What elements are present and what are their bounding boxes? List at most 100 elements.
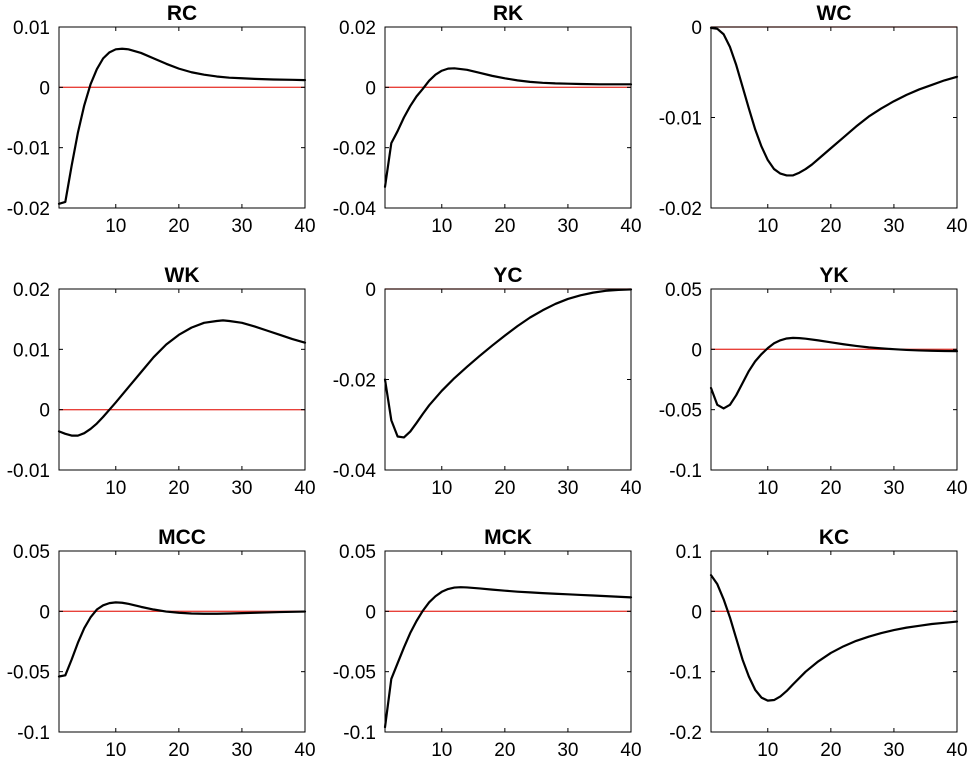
y-tick-label: -0.1 [669,461,702,482]
chart-title: WK [165,264,200,287]
panel-mck: MCK -0.1 -0.05 0 0.05 10 20 30 40 [333,526,642,761]
x-tick-label: 20 [168,740,189,761]
x-tick-label: 10 [431,740,452,761]
axes-box [710,288,958,471]
series-line-mcc [57,601,307,678]
x-tick-label: 20 [494,216,515,237]
y-tick-label: -0.02 [659,199,702,220]
x-tick-label: 10 [757,216,778,237]
panel-wk: WK -0.01 0 0.01 0.02 10 20 30 40 [7,264,316,499]
y-tick-label: -0.04 [333,461,377,482]
y-tick-label: 0.05 [665,280,702,301]
chart-title: YC [493,264,522,287]
y-tick-label: 0 [691,602,702,623]
y-tick-label: 0.05 [339,542,376,563]
y-tick-label: -0.1 [669,663,702,684]
panel-mcc: MCC -0.1 -0.05 0 0.05 10 20 30 40 [7,526,316,761]
x-tick-label: 30 [557,216,578,237]
x-tick-label: 10 [105,478,126,499]
series-line-wk [57,319,307,437]
x-tick-label: 20 [820,478,841,499]
series-line-yc [383,288,633,439]
chart-title: RC [167,2,197,25]
panel-yc: YC -0.04 -0.02 0 10 20 30 40 [333,264,642,499]
x-tick-label: 40 [620,216,641,237]
x-tick-label: 40 [946,478,967,499]
x-tick-label: 30 [557,478,578,499]
x-tick-label: 20 [820,740,841,761]
y-tick-label: 0 [691,18,702,39]
x-tick-label: 20 [168,478,189,499]
panel-yk: YK -0.1 -0.05 0 0.05 10 20 30 40 [659,264,968,499]
y-tick-label: 0 [39,602,50,623]
x-tick-label: 40 [946,216,967,237]
panel-wc: WC -0.02 -0.01 0 10 20 30 40 [659,2,968,237]
panel-rc: RC -0.02 -0.01 0 0.01 10 20 30 40 [7,2,316,237]
chart-title: KC [819,526,849,549]
y-tick-label: -0.2 [669,723,702,744]
y-tick-label: 0.02 [13,280,50,301]
y-tick-label: 0 [39,401,50,422]
y-tick-label: 0.05 [13,542,50,563]
x-tick-label: 10 [431,478,452,499]
series-line-rk [383,67,633,188]
series-line-wc [709,26,959,177]
axes-box [384,288,632,471]
x-tick-label: 20 [168,216,189,237]
y-tick-label: -0.02 [333,371,376,392]
y-tick-label: -0.05 [333,663,376,684]
y-tick-label: 0.1 [676,542,702,563]
x-tick-label: 40 [620,478,641,499]
y-tick-label: -0.1 [17,723,50,744]
y-tick-label: 0 [365,280,376,301]
x-tick-label: 20 [494,478,515,499]
x-tick-label: 30 [883,216,904,237]
axes-box [384,550,632,733]
x-tick-label: 20 [820,216,841,237]
chart-title: YK [819,264,848,287]
series-line-yk [709,336,959,410]
chart-title: RK [493,2,523,25]
series-line-rc [57,47,307,205]
series-line-mck [383,586,633,729]
x-tick-label: 20 [494,740,515,761]
y-tick-label: 0 [365,602,376,623]
y-tick-label: -0.02 [333,139,376,160]
y-tick-label: -0.02 [7,199,50,220]
y-tick-label: 0 [691,340,702,361]
x-tick-label: 10 [105,216,126,237]
chart-title: MCK [484,526,532,549]
x-tick-label: 40 [294,216,315,237]
x-tick-label: 30 [883,478,904,499]
x-tick-label: 40 [294,478,315,499]
series-line-kc [709,574,959,702]
panel-rk: RK -0.04 -0.02 0 0.02 10 20 30 40 [333,2,642,237]
x-tick-label: 10 [105,740,126,761]
y-tick-label: -0.05 [7,663,50,684]
x-tick-label: 30 [231,740,252,761]
chart-title: WC [817,2,852,25]
axes-box [58,26,306,209]
y-tick-label: 0.01 [13,340,50,361]
x-tick-label: 40 [294,740,315,761]
y-tick-label: 0 [365,78,376,99]
y-tick-label: -0.01 [7,139,50,160]
x-tick-label: 30 [231,478,252,499]
x-tick-label: 40 [620,740,641,761]
y-tick-label: 0.02 [339,18,376,39]
x-tick-label: 40 [946,740,967,761]
x-tick-label: 10 [757,740,778,761]
x-tick-label: 30 [883,740,904,761]
panel-kc: KC -0.2 -0.1 0 0.1 10 20 30 40 [669,526,967,761]
y-tick-label: 0.01 [13,18,50,39]
x-tick-label: 10 [431,216,452,237]
y-tick-label: -0.05 [659,401,702,422]
y-tick-label: -0.1 [343,723,376,744]
chart-title: MCC [158,526,206,549]
y-tick-label: 0 [39,78,50,99]
axes-box [58,288,306,471]
axes-box [710,550,958,733]
x-tick-label: 10 [757,478,778,499]
x-tick-label: 30 [557,740,578,761]
y-tick-label: -0.04 [333,199,377,220]
